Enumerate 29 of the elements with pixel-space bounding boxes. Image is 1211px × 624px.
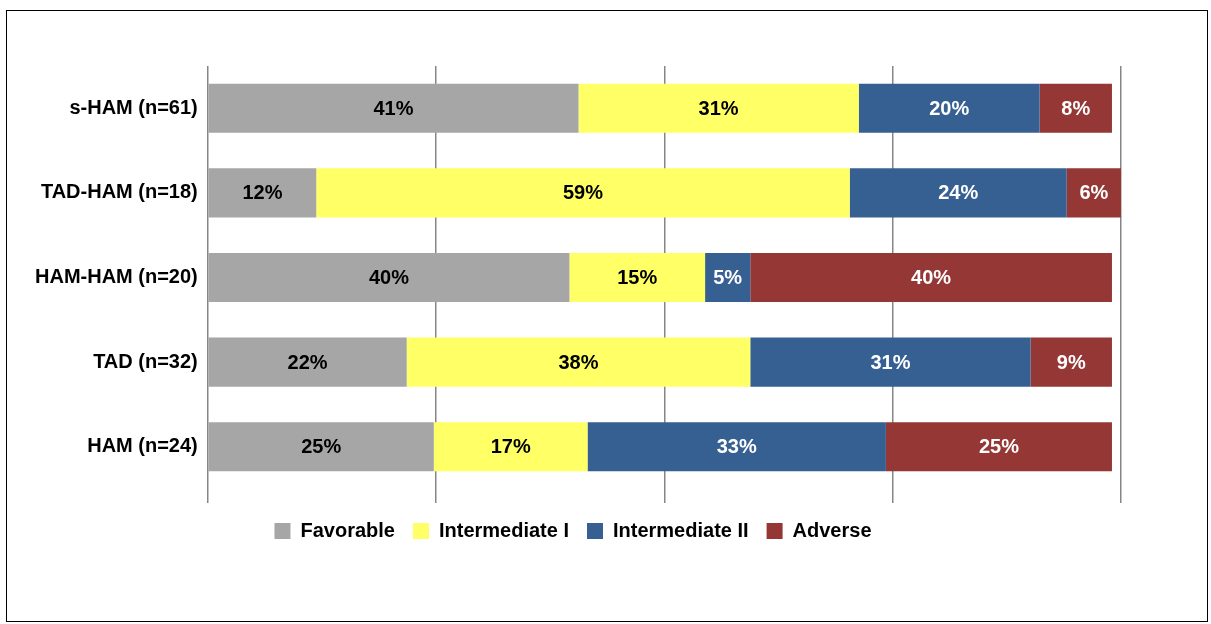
data-label: 33% <box>716 435 757 458</box>
data-label: 20% <box>929 96 970 119</box>
y-tick-label: TAD (n=32) <box>93 349 198 372</box>
data-label: 17% <box>490 435 531 458</box>
data-label: 25% <box>978 435 1020 458</box>
data-label: 40% <box>368 266 410 289</box>
y-tick-label: HAM (n=24) <box>87 434 198 457</box>
data-label: 40% <box>911 266 952 289</box>
y-tick-label: HAM-HAM (n=20) <box>34 265 198 288</box>
legend-label: Favorable <box>300 518 395 541</box>
data-label: 8% <box>1061 96 1091 119</box>
data-label: 6% <box>1079 181 1109 204</box>
data-label: 31% <box>870 350 911 373</box>
data-label: 22% <box>287 350 328 373</box>
data-label: 24% <box>938 181 979 204</box>
data-label: 15% <box>617 266 658 289</box>
data-label: 25% <box>301 435 342 458</box>
data-label: 9% <box>1056 350 1086 373</box>
legend-label: Adverse <box>792 518 872 541</box>
y-tick-label: TAD-HAM (n=18) <box>40 180 198 203</box>
y-tick-label: s-HAM (n=61) <box>69 95 198 118</box>
data-label: 31% <box>698 96 739 119</box>
data-label: 12% <box>242 181 283 204</box>
legend-label: Intermediate I <box>438 518 569 541</box>
data-label: 41% <box>373 96 414 119</box>
legend-label: Intermediate II <box>613 518 749 541</box>
data-label: 59% <box>562 181 604 204</box>
data-label: 5% <box>713 266 743 289</box>
data-label: 38% <box>558 350 599 373</box>
